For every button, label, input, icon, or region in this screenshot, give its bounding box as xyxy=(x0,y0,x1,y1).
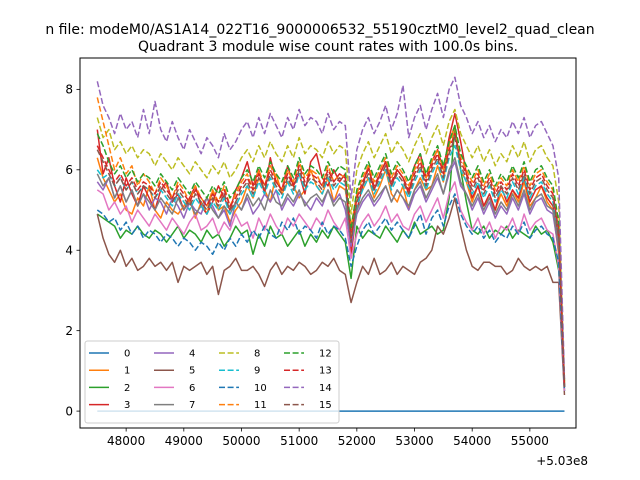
series-line-13 xyxy=(96,132,566,388)
series-line-9 xyxy=(96,144,566,388)
legend-label-8: 8 xyxy=(254,349,260,360)
series-line-10 xyxy=(96,193,566,392)
legend-label-14: 14 xyxy=(319,383,332,394)
legend-label-1: 1 xyxy=(124,366,130,377)
legend-label-4: 4 xyxy=(189,349,195,360)
y-tick-label: 2 xyxy=(65,324,73,338)
series-line-14 xyxy=(96,76,566,379)
legend-box xyxy=(84,340,340,424)
series-line-15 xyxy=(96,136,566,388)
series-line-6 xyxy=(96,181,566,392)
y-tick-label: 0 xyxy=(65,404,73,418)
series-line-3 xyxy=(96,112,566,388)
legend-label-13: 13 xyxy=(319,366,332,377)
series-line-5 xyxy=(96,197,566,396)
series-line-2 xyxy=(96,124,566,392)
x-tick-label: 55000 xyxy=(511,434,549,448)
plot-frame xyxy=(79,57,577,429)
legend-label-9: 9 xyxy=(254,366,260,377)
y-axis: 0 2 4 6 8 xyxy=(65,83,80,418)
x-tick-label: 50000 xyxy=(222,434,260,448)
legend-label-5: 5 xyxy=(189,366,195,377)
chart-title: Quadrant 3 module wise count rates with … xyxy=(138,39,518,55)
legend-label-15: 15 xyxy=(319,400,332,411)
legend-label-3: 3 xyxy=(124,400,130,411)
y-tick-label: 6 xyxy=(65,163,73,177)
x-tick-label: 48000 xyxy=(107,434,145,448)
series-layer xyxy=(96,76,566,412)
legend-label-6: 6 xyxy=(189,383,195,394)
figure-suptitle: n file: modeM0/AS1A14_022T16_9000006532_… xyxy=(45,22,594,38)
legend-label-0: 0 xyxy=(124,349,130,360)
x-offset-label: +5.03e8 xyxy=(536,454,588,468)
series-line-11 xyxy=(96,97,566,383)
x-tick-label: 53000 xyxy=(395,434,433,448)
x-tick-label: 51000 xyxy=(280,434,318,448)
series-line-8 xyxy=(96,108,566,383)
x-tick-label: 54000 xyxy=(453,434,491,448)
legend-label-7: 7 xyxy=(189,400,195,411)
x-tick-label: 49000 xyxy=(165,434,203,448)
y-tick-label: 4 xyxy=(65,244,73,258)
legend-label-10: 10 xyxy=(254,383,267,394)
y-tick-label: 8 xyxy=(65,83,73,97)
series-line-12 xyxy=(96,124,566,383)
x-axis: 48000 49000 50000 51000 52000 53000 54000 55000 xyxy=(107,428,549,448)
legend-label-12: 12 xyxy=(319,349,332,360)
legend-label-2: 2 xyxy=(124,383,130,394)
series-line-1 xyxy=(96,124,566,388)
x-tick-label: 52000 xyxy=(338,434,376,448)
legend-label-11: 11 xyxy=(254,400,267,411)
series-line-7 xyxy=(96,156,566,388)
